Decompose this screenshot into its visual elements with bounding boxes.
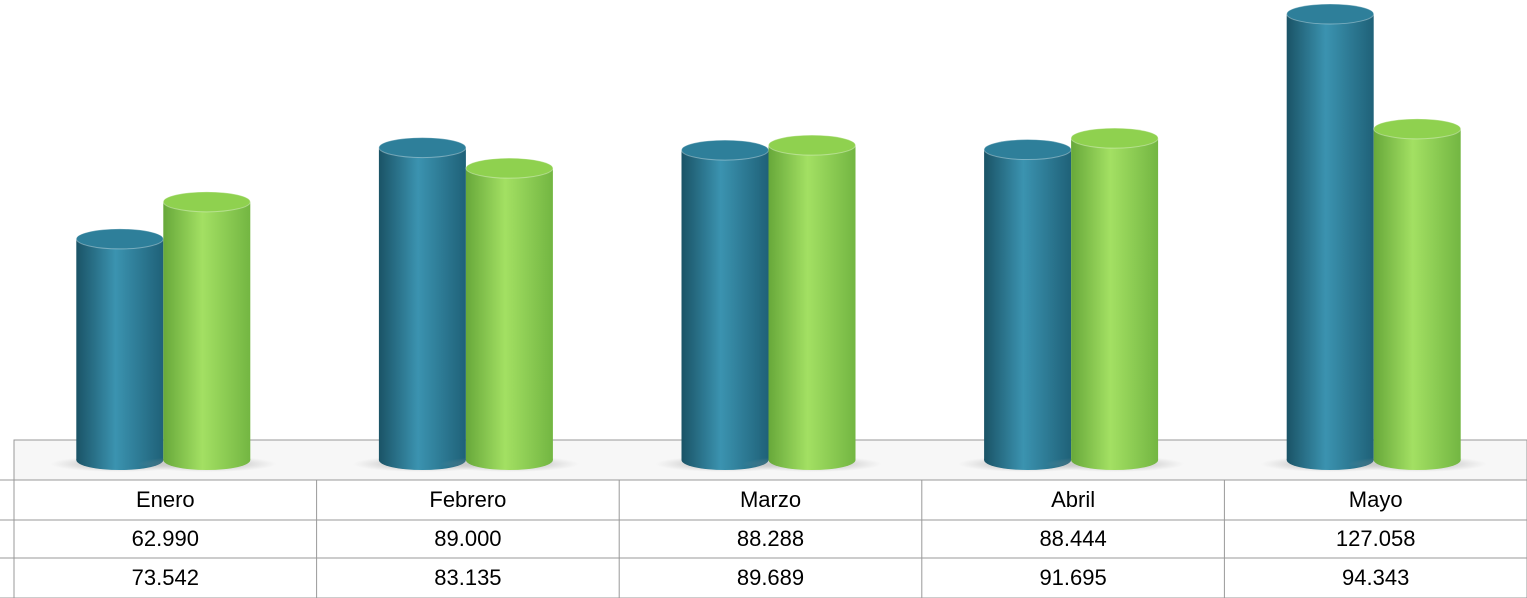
table-value: 88.288 [737, 526, 804, 551]
table-value: 88.444 [1039, 526, 1106, 551]
bar-body [1373, 128, 1461, 460]
table-value: 91.695 [1039, 565, 1106, 590]
bar-top [768, 134, 856, 156]
bar-body [681, 150, 769, 460]
bar-body [163, 201, 251, 460]
category-label: Mayo [1349, 487, 1403, 512]
bar-bottom [768, 450, 856, 470]
bar-body [984, 149, 1072, 461]
table-value: 62.990 [132, 526, 199, 551]
bar-top [1286, 3, 1375, 25]
bar-top [75, 228, 164, 250]
bar [742, 134, 882, 472]
category-label: Abril [1051, 487, 1095, 512]
bar [1347, 118, 1487, 472]
bar-bottom [163, 450, 251, 470]
bar-top [162, 191, 251, 213]
bar-body [76, 238, 164, 460]
table-value: 73.542 [132, 565, 199, 590]
bar [439, 157, 579, 472]
bar [958, 139, 1098, 472]
category-label: Enero [136, 487, 195, 512]
bar-body [768, 145, 856, 460]
bar-bottom [1071, 450, 1159, 470]
bar-body [1071, 138, 1159, 461]
bar-top [983, 139, 1072, 161]
bar-top [378, 137, 467, 159]
bar-bottom [1373, 450, 1461, 470]
bar-body [378, 147, 466, 460]
bar-top [465, 157, 554, 179]
bar [655, 139, 795, 472]
table-value: 127.058 [1336, 526, 1416, 551]
table-value: 89.689 [737, 565, 804, 590]
table-value: 94.343 [1342, 565, 1409, 590]
bar-bottom [465, 450, 553, 470]
bar [1045, 127, 1185, 472]
bar-body [465, 168, 553, 460]
category-label: Marzo [740, 487, 801, 512]
bar [137, 191, 277, 472]
bar-top [681, 139, 769, 161]
table-value: 83.135 [434, 565, 501, 590]
bar-top [1070, 127, 1159, 149]
category-label: Febrero [429, 487, 506, 512]
table-value: 89.000 [434, 526, 501, 551]
bar [352, 137, 492, 472]
bar-body [1286, 14, 1374, 460]
bar-top [1373, 118, 1462, 140]
